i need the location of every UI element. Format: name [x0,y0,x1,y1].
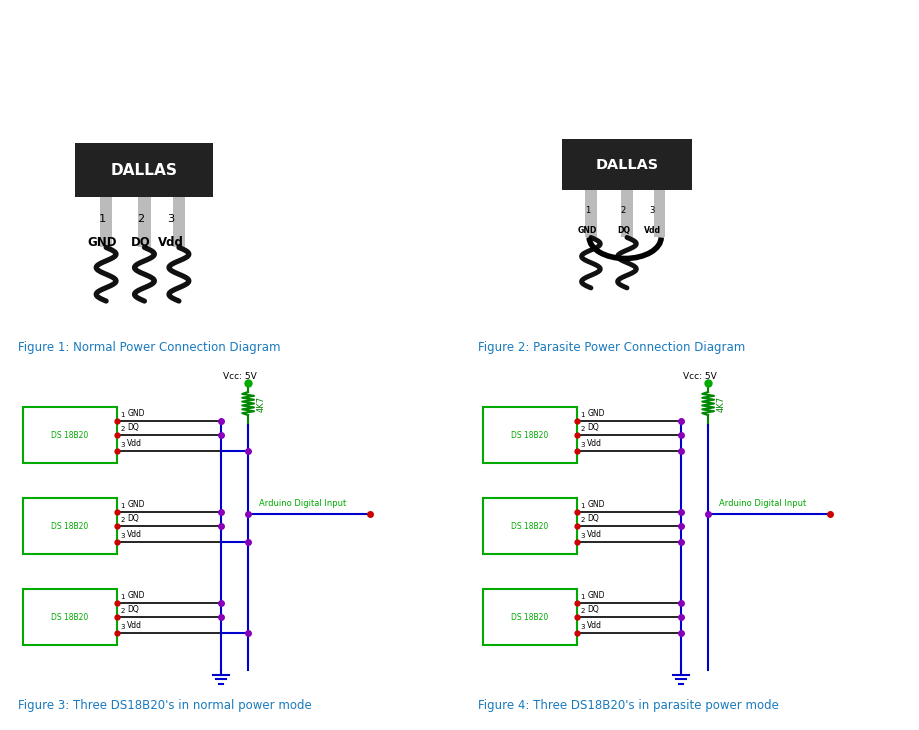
Text: 2: 2 [580,518,584,523]
Text: 1: 1 [580,412,584,418]
Text: Arduino Digital Input: Arduino Digital Input [719,499,806,507]
Text: 3: 3 [120,442,124,448]
Text: 1: 1 [98,214,106,223]
Text: 3: 3 [649,206,654,215]
Text: Vdd: Vdd [127,621,142,630]
Bar [482,589,577,645]
Text: Figure 1: Normal Power Connection Diagram: Figure 1: Normal Power Connection Diagra… [18,342,280,355]
Bar [653,190,664,237]
Text: Vdd: Vdd [586,530,602,539]
Text: Figure 2: Parasite Power Connection Diagram: Figure 2: Parasite Power Connection Diag… [478,342,744,355]
Text: Vdd: Vdd [643,226,660,235]
Bar [23,498,118,554]
Text: DQ: DQ [586,515,598,523]
Text: Vcc: 5V: Vcc: 5V [223,372,256,381]
Bar [138,197,151,247]
Text: 1: 1 [580,504,584,510]
Bar [75,143,213,197]
Text: 2: 2 [137,214,144,223]
Bar [620,190,632,237]
Bar [584,190,596,237]
Text: GND: GND [586,500,604,510]
Text: GND: GND [127,591,144,601]
Text: GND: GND [586,591,604,601]
Text: Vcc: 5V: Vcc: 5V [683,372,716,381]
Text: DQ: DQ [127,515,139,523]
Text: DS 18B20: DS 18B20 [51,431,88,439]
Text: 2: 2 [120,518,124,523]
Text: 3: 3 [120,533,124,539]
Text: DQ: DQ [127,605,139,615]
Text: 1: 1 [120,594,124,601]
Text: 3: 3 [580,533,584,539]
Text: 2: 2 [580,426,584,432]
Bar [23,407,118,463]
Bar [482,407,577,463]
Text: DS 18B20: DS 18B20 [51,612,88,622]
Text: DQ: DQ [130,236,151,248]
Text: DS 18B20: DS 18B20 [51,522,88,531]
Text: DQ: DQ [617,226,630,235]
Text: 2: 2 [120,609,124,615]
Text: 1: 1 [580,594,584,601]
Text: 1: 1 [120,504,124,510]
Text: DS 18B20: DS 18B20 [511,612,548,622]
Text: GND: GND [586,410,604,418]
Text: GND: GND [127,410,144,418]
Text: DS 18B20: DS 18B20 [511,431,548,439]
Text: 2: 2 [120,426,124,432]
Text: 3: 3 [167,214,175,223]
Text: 2: 2 [620,206,626,215]
Text: Arduino Digital Input: Arduino Digital Input [259,499,346,507]
Bar [562,139,691,190]
Text: GND: GND [87,236,117,248]
Text: DQ: DQ [586,605,598,615]
Text: 1: 1 [584,206,589,215]
Text: Vdd: Vdd [586,621,602,630]
Text: 3: 3 [580,624,584,630]
Text: Figure 4: Three DS18B20's in parasite power mode: Figure 4: Three DS18B20's in parasite po… [478,699,778,712]
Text: Figure 3: Three DS18B20's in normal power mode: Figure 3: Three DS18B20's in normal powe… [18,699,312,712]
Text: DS 18B20: DS 18B20 [511,522,548,531]
Bar [23,589,118,645]
Bar [100,197,112,247]
Bar [482,498,577,554]
Text: DALLAS: DALLAS [111,163,177,177]
Text: 4K7: 4K7 [256,396,265,412]
Text: Vdd: Vdd [127,530,142,539]
Text: Vdd: Vdd [127,439,142,448]
Text: Vdd: Vdd [158,236,184,248]
Text: 3: 3 [120,624,124,630]
Text: 4K7: 4K7 [716,396,724,412]
Text: GND: GND [577,226,596,235]
Bar [173,197,185,247]
Text: DQ: DQ [127,423,139,432]
Text: DALLAS: DALLAS [595,158,658,172]
Text: 1: 1 [120,412,124,418]
Text: 3: 3 [580,442,584,448]
Text: Vdd: Vdd [586,439,602,448]
Text: DQ: DQ [586,423,598,432]
Text: 2: 2 [580,609,584,615]
Text: GND: GND [127,500,144,510]
